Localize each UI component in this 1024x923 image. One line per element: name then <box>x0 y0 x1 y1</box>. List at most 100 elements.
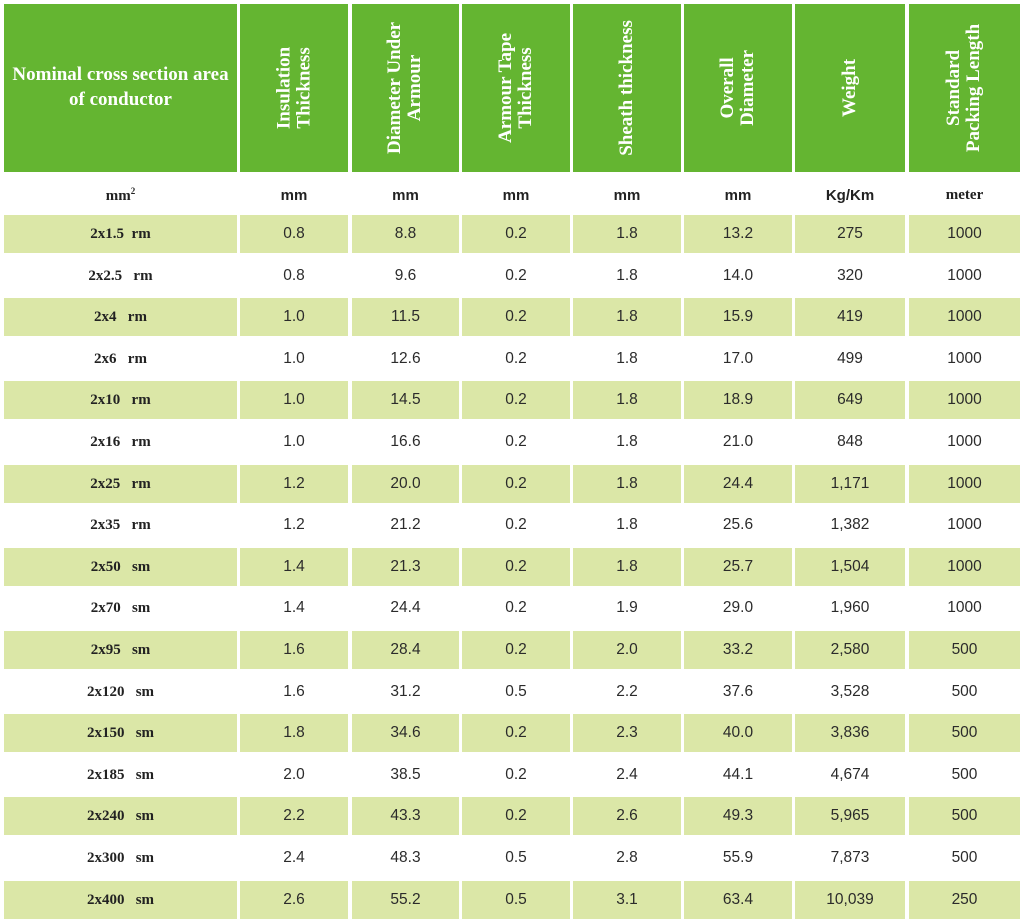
data-cell: 40.0 <box>684 714 792 752</box>
cell-value: 0.8 <box>283 267 305 284</box>
data-cell: 499 <box>795 340 905 378</box>
data-cell: 1.0 <box>240 381 348 419</box>
data-cell: 44.1 <box>684 756 792 794</box>
cell-value: 1.8 <box>616 308 638 325</box>
data-cell: 17.0 <box>684 340 792 378</box>
cell-value: 55.9 <box>722 849 754 866</box>
data-cell: 1.6 <box>240 673 348 711</box>
data-cell: 500 <box>909 714 1020 752</box>
data-cell: 1.0 <box>240 340 348 378</box>
header-label: Nominal cross section area of conductor <box>12 64 229 110</box>
cell-value: 1.8 <box>616 558 638 575</box>
cell-value: 55.2 <box>390 891 421 908</box>
data-cell: 0.8 <box>240 257 348 295</box>
data-cell: 1.8 <box>573 257 681 295</box>
cell-value: 2.2 <box>283 807 305 824</box>
cell-value: 10,039 <box>826 891 874 908</box>
cell-value: 1000 <box>947 516 982 533</box>
data-cell: 1.8 <box>573 423 681 461</box>
cell-value: 21.2 <box>390 516 421 533</box>
data-cell: 8.8 <box>352 215 459 253</box>
cell-value: 2.4 <box>616 766 638 783</box>
data-cell: 1.8 <box>573 381 681 419</box>
cell-value: 1000 <box>947 308 982 325</box>
data-cell: 0.2 <box>462 423 570 461</box>
data-cell: 55.9 <box>684 839 792 877</box>
data-cell: 3,836 <box>795 714 905 752</box>
header-label: Standard Packing Length <box>943 23 985 153</box>
data-cell: 1000 <box>909 465 1020 503</box>
data-cell: 0.2 <box>462 257 570 295</box>
data-cell: 1000 <box>909 423 1020 461</box>
size-cell: 2x25 rm <box>4 465 237 503</box>
data-cell: 24.4 <box>684 465 792 503</box>
cell-value: 28.4 <box>390 641 421 658</box>
data-cell: 0.2 <box>462 465 570 503</box>
data-cell: 1.8 <box>573 340 681 378</box>
cell-value: 2.0 <box>616 641 638 658</box>
cell-value: 7,873 <box>830 849 870 866</box>
conductor-size: 2x1.5 rm <box>90 225 151 242</box>
cell-value: 44.1 <box>722 766 754 783</box>
cell-value: 1.8 <box>616 433 638 450</box>
data-cell: 2.3 <box>573 714 681 752</box>
conductor-size: 2x6 rm <box>94 350 147 367</box>
cell-value: 1000 <box>947 558 982 575</box>
data-cell: 1.8 <box>240 714 348 752</box>
cell-value: 13.2 <box>722 225 754 242</box>
size-cell: 2x185 sm <box>4 756 237 794</box>
header-cell: Armour Tape Thickness <box>462 4 570 172</box>
data-cell: 25.7 <box>684 548 792 586</box>
data-cell: 0.2 <box>462 506 570 544</box>
header-cell: Insulation Thickness <box>240 4 348 172</box>
data-cell: 0.2 <box>462 714 570 752</box>
size-cell: 2x400 sm <box>4 881 237 919</box>
cell-value: 48.3 <box>390 849 421 866</box>
cell-value: 1000 <box>947 225 982 242</box>
data-cell: 1,960 <box>795 589 905 627</box>
unit-cell: mm <box>573 176 681 214</box>
cell-value: 21.0 <box>722 433 754 450</box>
data-cell: 31.2 <box>352 673 459 711</box>
cell-value: 0.2 <box>505 350 527 367</box>
cell-value: 1.0 <box>283 308 305 325</box>
data-cell: 419 <box>795 298 905 336</box>
data-cell: 1000 <box>909 215 1020 253</box>
unit-cell: mm <box>684 176 792 214</box>
unit-label: mm <box>613 186 641 204</box>
cell-value: 1.6 <box>283 641 305 658</box>
data-cell: 1000 <box>909 340 1020 378</box>
cell-value: 1.9 <box>616 599 638 616</box>
data-cell: 38.5 <box>352 756 459 794</box>
cell-value: 0.2 <box>505 516 527 533</box>
cell-value: 1.4 <box>283 558 305 575</box>
size-cell: 2x150 sm <box>4 714 237 752</box>
data-cell: 2.4 <box>240 839 348 877</box>
unit-label: mm <box>502 186 530 204</box>
data-cell: 16.6 <box>352 423 459 461</box>
size-cell: 2x50 sm <box>4 548 237 586</box>
cell-value: 0.5 <box>505 683 527 700</box>
data-cell: 43.3 <box>352 797 459 835</box>
cell-value: 0.2 <box>505 225 527 242</box>
data-cell: 3,528 <box>795 673 905 711</box>
cell-value: 12.6 <box>390 350 421 367</box>
cell-value: 18.9 <box>722 391 754 408</box>
cell-value: 17.0 <box>722 350 754 367</box>
data-cell: 0.2 <box>462 797 570 835</box>
data-cell: 1.2 <box>240 506 348 544</box>
cell-value: 24.4 <box>722 475 754 492</box>
size-cell: 2x35 rm <box>4 506 237 544</box>
cell-value: 34.6 <box>390 724 421 741</box>
size-cell: 2x120 sm <box>4 673 237 711</box>
data-cell: 500 <box>909 631 1020 669</box>
size-cell: 2x70 sm <box>4 589 237 627</box>
cell-value: 1.6 <box>283 683 305 700</box>
data-cell: 1.8 <box>573 298 681 336</box>
data-cell: 0.5 <box>462 839 570 877</box>
cell-value: 500 <box>951 849 978 866</box>
cell-value: 38.5 <box>390 766 421 783</box>
data-cell: 1.9 <box>573 589 681 627</box>
data-cell: 1000 <box>909 589 1020 627</box>
